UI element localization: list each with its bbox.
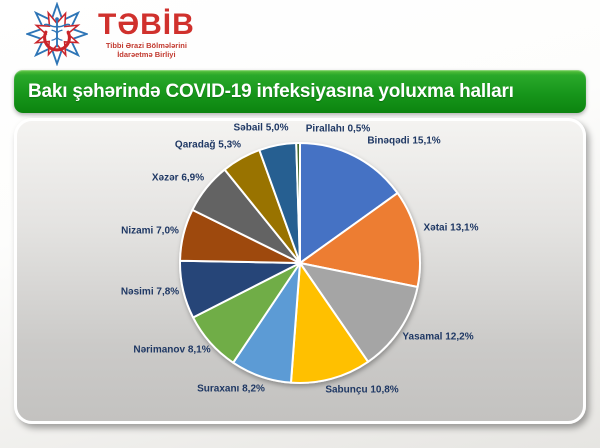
brand-subtitle-line2: İdarəetmə Birliyi: [117, 49, 176, 59]
pie-slice-xətai: [299, 192, 421, 288]
logo-text: TƏBİB Tibbi Ərazi Bölmələrini İdarəetmə …: [98, 10, 195, 59]
brand-subtitle: Tibbi Ərazi Bölmələrini İdarəetmə Birliy…: [98, 41, 195, 59]
tebib-emblem-icon: [24, 1, 90, 67]
chart-area: Binəqədi 15,1% Xətai 13,1% Yasamal 12,2% Sa…: [17, 121, 583, 421]
pie-slice-yasamal: [299, 262, 419, 363]
pie-slice-sabunçu: [289, 262, 370, 384]
pie-slice-binəqədi: [299, 142, 399, 264]
pie-chart: [179, 142, 421, 384]
brand-subtitle-line1: Tibbi Ərazi Bölmələrini: [105, 41, 187, 50]
chart-title: Bakı şəhərində COVID-19 infeksiyasına yo…: [28, 80, 514, 102]
pie-slice-pirallahı: [295, 142, 301, 264]
chart-title-bar: Bakı şəhərində COVID-19 infeksiyasına yo…: [14, 70, 586, 113]
logo: TƏBİB Tibbi Ərazi Bölmələrini İdarəetmə …: [24, 1, 195, 67]
brand-name: TƏBİB: [98, 8, 195, 41]
chart-panel: Binəqədi 15,1% Xətai 13,1% Yasamal 12,2% Sa…: [14, 118, 586, 424]
